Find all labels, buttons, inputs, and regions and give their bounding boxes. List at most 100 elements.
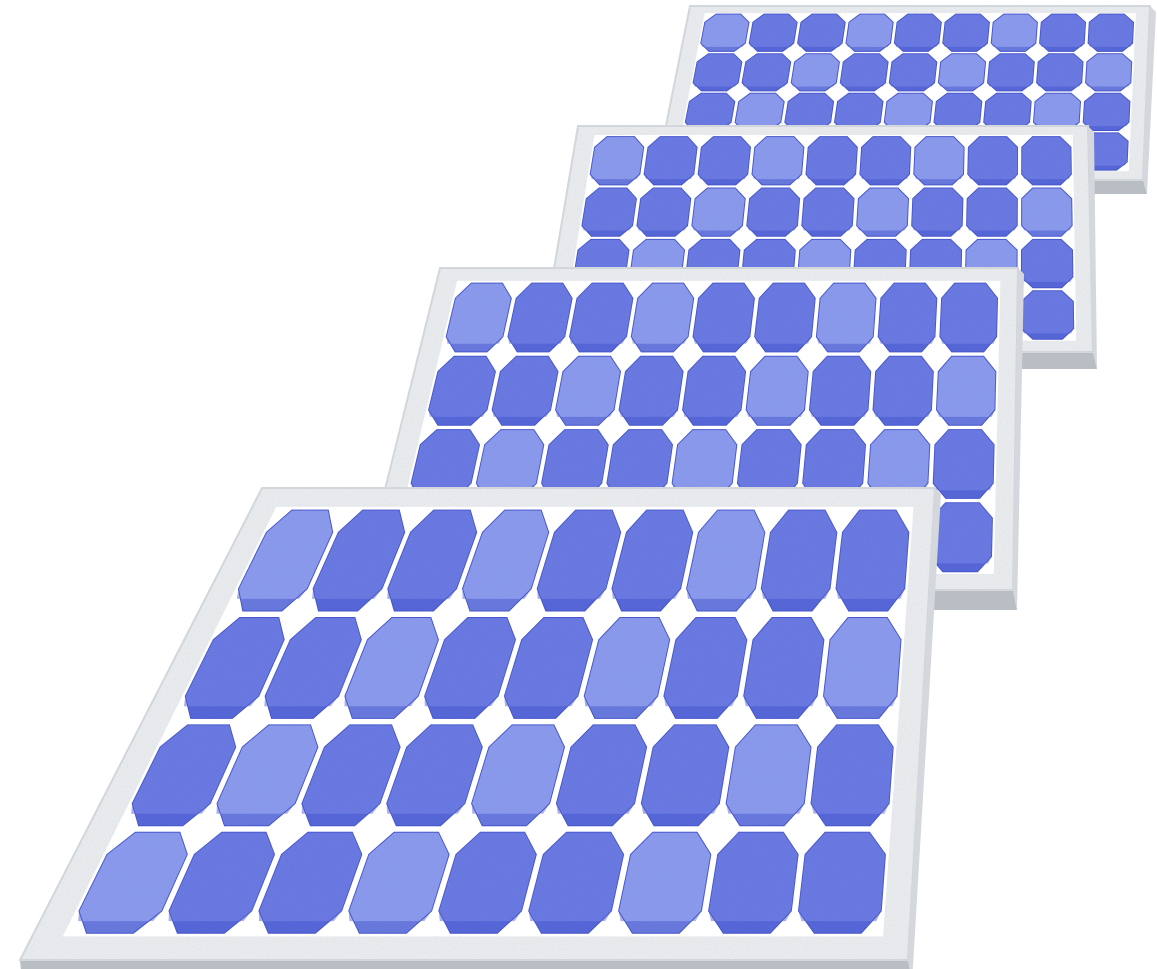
- solar-cell-bevel: [889, 82, 935, 91]
- solar-cell-texture: [584, 617, 670, 719]
- solar-cell-bevel: [811, 803, 890, 826]
- solar-cell-texture: [301, 724, 401, 826]
- solar-cell-texture: [348, 832, 450, 934]
- solar-cell-texture: [185, 617, 285, 719]
- solar-cell-texture: [746, 356, 809, 426]
- solar-cell-texture: [556, 724, 647, 826]
- solar-cell-texture: [424, 617, 516, 719]
- solar-cell-texture: [238, 510, 333, 611]
- solar-cell-bevel: [742, 82, 788, 91]
- solar-cell-bevel: [348, 911, 432, 934]
- solar-cell-bevel: [492, 410, 551, 426]
- solar-cell-bevel: [791, 82, 837, 91]
- solar-cell-texture: [840, 53, 889, 91]
- solar-cell-texture: [966, 188, 1018, 237]
- solar-cell-bevel: [428, 410, 487, 426]
- solar-cell-bevel: [846, 43, 891, 52]
- solar-cell-bevel: [636, 225, 688, 237]
- solar-cell-texture: [581, 188, 637, 237]
- solar-cell-bevel: [1021, 328, 1074, 340]
- panel-backplane: [62, 506, 914, 937]
- solar-cell-texture: [938, 53, 986, 91]
- panel-frame-edge: [20, 960, 910, 969]
- solar-cell-texture: [967, 136, 1018, 185]
- solar-cell-texture: [936, 356, 996, 426]
- solar-cell-bevel: [942, 43, 988, 52]
- solar-cell-texture: [428, 356, 496, 426]
- solar-cell-texture: [754, 283, 816, 352]
- solar-cell-bevel: [1036, 82, 1082, 91]
- solar-cell-texture: [1083, 93, 1130, 131]
- solar-cell-bevel: [446, 336, 503, 352]
- solar-cell-texture: [313, 510, 405, 611]
- solar-cell-bevel: [438, 911, 522, 934]
- solar-cell-bevel: [693, 82, 739, 91]
- solar-cell-bevel: [840, 82, 886, 91]
- solar-cell-texture: [691, 188, 746, 237]
- solar-cell-texture: [471, 724, 565, 826]
- solar-cell-texture: [700, 14, 749, 52]
- solar-cell-texture: [537, 510, 621, 611]
- solar-cell-bevel: [1088, 43, 1133, 52]
- solar-cell-texture: [618, 832, 711, 934]
- solar-cell-texture: [1085, 53, 1132, 91]
- solar-cell-texture: [987, 53, 1035, 91]
- solar-cell-texture: [1021, 290, 1074, 340]
- solar-cell-texture: [590, 136, 644, 185]
- solar-cell-bevel: [537, 588, 606, 611]
- solar-cell-bevel: [991, 43, 1036, 52]
- solar-cell-texture: [693, 53, 742, 91]
- solar-cell-bevel: [462, 588, 532, 611]
- solar-cell-texture: [878, 283, 937, 352]
- solar-panel: [358, 267, 1024, 610]
- solar-cell-texture: [344, 617, 439, 719]
- solar-cell-bevel: [184, 696, 259, 719]
- solar-cell-texture: [873, 356, 934, 426]
- solar-cell-texture: [631, 283, 694, 352]
- solar-cell-texture: [555, 356, 621, 426]
- solar-cell-texture: [504, 617, 593, 719]
- solar-cell-bevel: [929, 556, 992, 572]
- solar-cell-texture: [784, 93, 834, 131]
- solar-cell-texture: [619, 356, 684, 426]
- solar-cell-texture: [802, 429, 866, 499]
- solar-cell-bevel: [619, 410, 678, 426]
- solar-cell-texture: [846, 14, 894, 52]
- solar-cell-texture: [726, 724, 811, 826]
- solar-cell-texture: [641, 724, 729, 826]
- solar-cell-bevel: [312, 588, 382, 611]
- solar-cell-bevel: [933, 483, 994, 499]
- solar-cell-texture: [606, 429, 673, 499]
- solar-cell-bevel: [761, 588, 830, 611]
- solar-cell-texture: [528, 832, 624, 934]
- solar-cell-texture: [749, 14, 798, 52]
- solar-cell-texture: [386, 724, 483, 826]
- solar-cell-texture: [411, 429, 480, 499]
- solar-cell-texture: [934, 93, 982, 131]
- solar-cell-bevel: [631, 336, 689, 352]
- panel-frame-side: [908, 488, 941, 969]
- solar-cell-bevel: [746, 225, 798, 237]
- solar-cell-bevel: [726, 803, 805, 826]
- solar-cell-texture: [894, 14, 942, 52]
- solar-cell-bevel: [1083, 122, 1129, 131]
- solar-cell-texture: [809, 356, 871, 426]
- solar-cell-texture: [1033, 93, 1081, 131]
- solar-cell-texture: [983, 93, 1032, 131]
- solar-cell-bevel: [386, 803, 465, 826]
- solar-cell-bevel: [1021, 174, 1072, 185]
- solar-cell-bevel: [1085, 82, 1131, 91]
- solar-cell-bevel: [967, 174, 1018, 185]
- solar-cell-bevel: [752, 174, 802, 185]
- solar-cell-texture: [569, 283, 633, 352]
- solar-cell-bevel: [749, 43, 794, 52]
- solar-cell-bevel: [569, 336, 627, 352]
- solar-cell-texture: [735, 93, 785, 131]
- solar-cell-bevel: [618, 911, 702, 934]
- solar-cell-bevel: [644, 174, 694, 185]
- solar-cell-texture: [258, 832, 362, 934]
- solar-cell-texture: [663, 617, 747, 719]
- solar-cell-texture: [798, 832, 886, 934]
- solar-cell-bevel: [801, 225, 853, 237]
